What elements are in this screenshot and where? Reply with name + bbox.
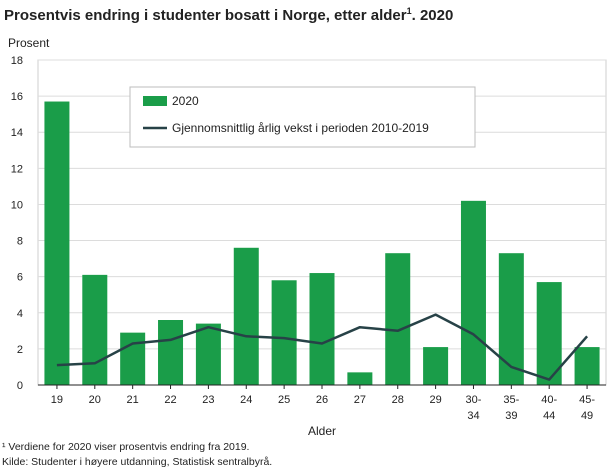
bar	[423, 347, 449, 385]
legend-box	[129, 86, 476, 148]
x-axis-label: Alder	[308, 424, 336, 438]
x-tick-label: 30-	[466, 394, 482, 406]
bar	[460, 200, 486, 385]
x-tick-label: 24	[240, 394, 252, 406]
bar	[44, 101, 70, 386]
x-tick-label: 44	[543, 410, 555, 422]
bar	[233, 247, 259, 385]
x-tick-label: 35-	[503, 394, 519, 406]
y-tick-label: 16	[11, 91, 23, 103]
bar	[195, 323, 221, 385]
bar	[574, 347, 600, 385]
chart-title: Prosentvis endring i studenter bosatt i …	[4, 6, 454, 24]
bar	[271, 280, 297, 385]
x-tick-label: 26	[316, 394, 328, 406]
legend-swatch-bar	[143, 96, 167, 106]
source-note: Kilde: Studenter i høyere utdanning, Sta…	[2, 456, 273, 468]
y-tick-label: 2	[17, 344, 23, 356]
y-tick-label: 14	[11, 127, 23, 139]
x-tick-label: 23	[202, 394, 214, 406]
bar	[385, 253, 411, 385]
y-tick-label: 12	[11, 163, 23, 175]
bar	[309, 273, 335, 385]
bar	[498, 253, 524, 385]
x-tick-label: 25	[278, 394, 290, 406]
x-tick-label: 45-	[579, 394, 595, 406]
x-tick-label: 39	[505, 410, 517, 422]
footnote: ¹ Verdiene for 2020 viser prosentvis end…	[2, 441, 250, 453]
x-tick-label: 20	[89, 394, 101, 406]
x-tick-label: 22	[164, 394, 176, 406]
legend-label-2020: 2020	[172, 94, 199, 108]
x-tick-label: 19	[51, 394, 63, 406]
y-tick-label: 10	[11, 199, 23, 211]
x-tick-label: 40-	[541, 394, 557, 406]
x-tick-label: 34	[467, 410, 479, 422]
y-tick-label: 6	[17, 272, 23, 284]
x-tick-label: 21	[127, 394, 139, 406]
x-tick-label: 29	[429, 394, 441, 406]
x-tick-label: 27	[354, 394, 366, 406]
y-tick-label: 8	[17, 236, 23, 248]
y-tick-label: 18	[11, 55, 23, 67]
bar	[347, 372, 373, 385]
legend-label-average: Gjennomsnittlig årlig vekst i perioden 2…	[172, 121, 429, 135]
y-axis-label: Prosent	[8, 36, 50, 50]
y-tick-label: 4	[17, 308, 23, 320]
y-tick-label: 0	[17, 380, 23, 392]
average-growth-line	[56, 313, 589, 381]
bar	[120, 332, 146, 385]
bar	[536, 282, 562, 385]
x-tick-label: 28	[392, 394, 404, 406]
bar	[158, 320, 184, 385]
x-tick-label: 49	[581, 410, 593, 422]
bar	[82, 274, 108, 385]
